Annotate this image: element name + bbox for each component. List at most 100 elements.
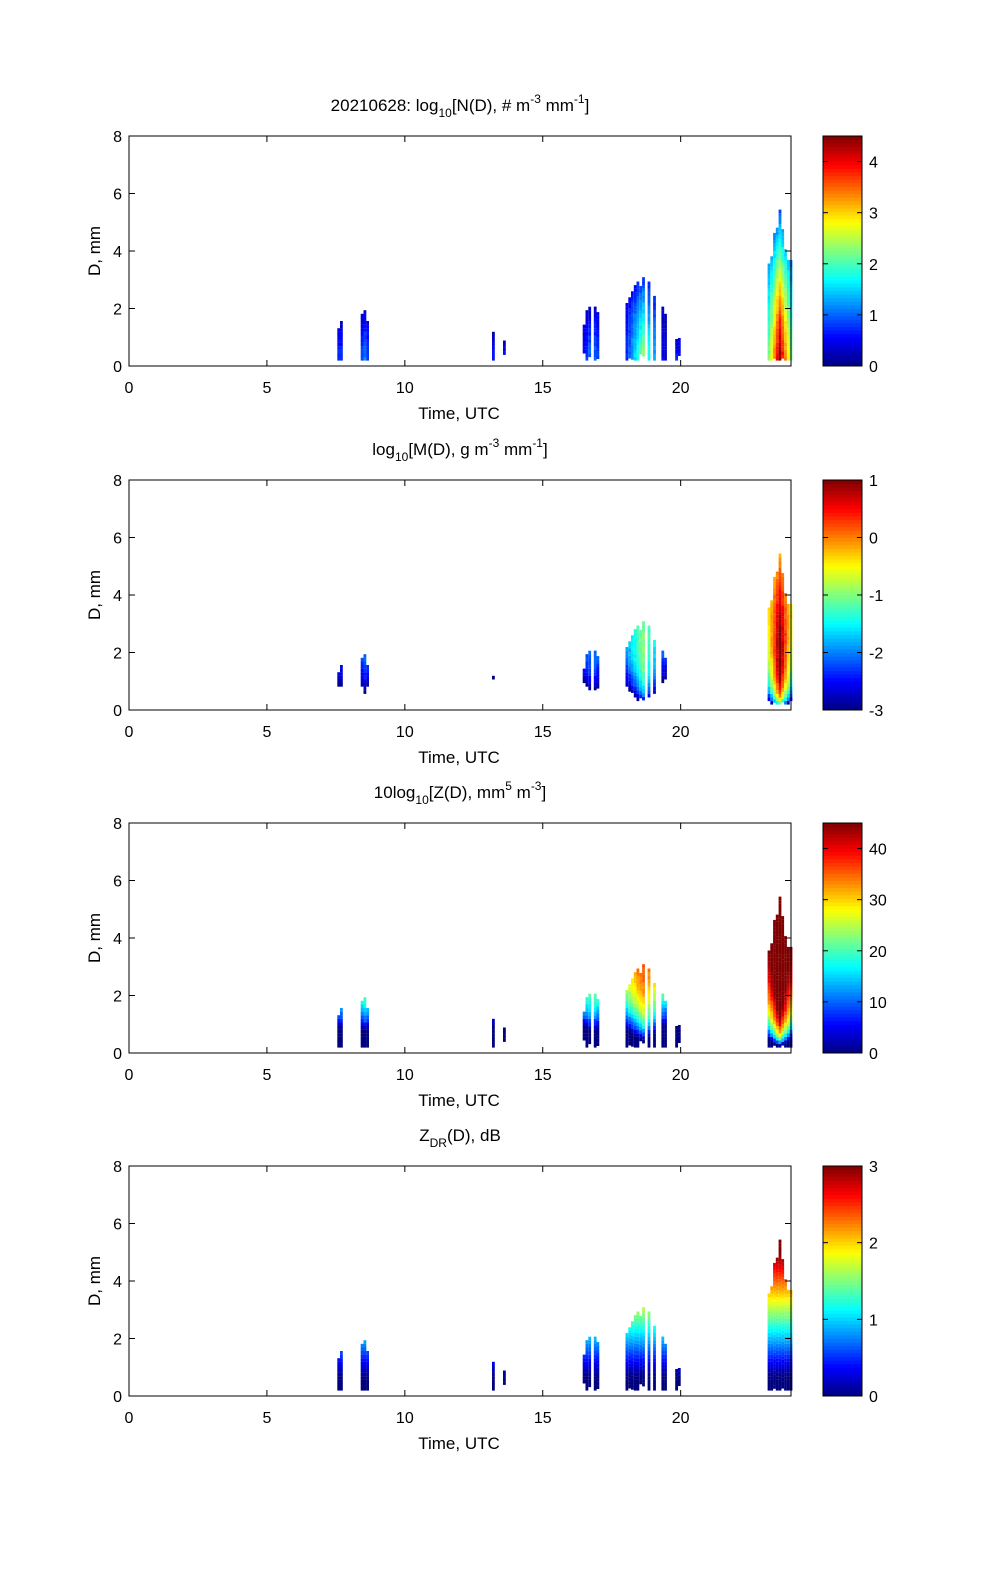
colorbar-segment: [823, 855, 862, 860]
heatmap-cell: [778, 665, 782, 669]
heatmap-cell: [585, 683, 589, 687]
heatmap-cell: [596, 999, 600, 1003]
heatmap-cell: [628, 1023, 632, 1028]
heatmap-cell: [363, 310, 367, 314]
heatmap-cell: [642, 1310, 645, 1315]
heatmap-cell: [588, 1369, 592, 1373]
heatmap-cell: [784, 1018, 787, 1023]
heatmap-cell: [775, 603, 779, 608]
heatmap-cell: [642, 985, 645, 990]
heatmap-cell: [781, 315, 785, 320]
heatmap-cell: [781, 1262, 785, 1267]
heatmap-cell: [340, 356, 343, 361]
colorbar-segment: [823, 988, 862, 993]
heatmap-cell: [596, 351, 600, 356]
colorbar-segment: [823, 1388, 862, 1393]
heatmap-cell: [664, 1026, 667, 1030]
colorbar-segment: [823, 1320, 862, 1325]
heatmap-cell: [784, 693, 787, 698]
heatmap-cell: [363, 1033, 367, 1037]
colorbar-segment: [823, 941, 862, 946]
heatmap-cell: [775, 1029, 779, 1034]
heatmap-cell: [661, 1376, 665, 1380]
heatmap-cell: [770, 957, 774, 962]
heatmap-cell: [366, 1386, 369, 1391]
heatmap-cell: [781, 648, 785, 653]
heatmap-cell: [770, 328, 774, 332]
heatmap-cell: [363, 349, 367, 354]
heatmap-cell: [784, 1036, 787, 1041]
colorbar-segment: [823, 1324, 862, 1329]
heatmap-cell: [778, 331, 782, 336]
heatmap-cell: [775, 986, 779, 991]
heatmap-cell: [770, 356, 774, 361]
heatmap-cell: [770, 1369, 774, 1373]
heatmap-cell: [786, 979, 790, 983]
y-tick-label: 4: [113, 244, 122, 261]
heatmap-cell: [492, 1026, 495, 1030]
heatmap-cell: [585, 356, 589, 361]
colorbar-segment: [823, 322, 862, 327]
colorbar-segment: [823, 580, 862, 585]
heatmap-cell: [778, 693, 782, 698]
heatmap-cell: [639, 296, 643, 301]
colorbar-segment: [823, 508, 862, 513]
heatmap-cell: [775, 679, 779, 684]
heatmap-cell: [786, 629, 790, 633]
heatmap-cell: [775, 259, 779, 264]
heatmap-cell: [778, 903, 782, 908]
heatmap-cell: [775, 317, 779, 322]
heatmap-cell: [340, 1018, 343, 1023]
heatmap-cell: [778, 220, 782, 225]
heatmap-cell: [786, 957, 790, 962]
heatmap-cell: [767, 979, 771, 983]
heatmap-cell: [647, 668, 651, 673]
heatmap-cell: [784, 1300, 787, 1305]
heatmap-cell: [778, 1268, 782, 1272]
heatmap-cell: [770, 1329, 774, 1334]
heatmap-cell: [775, 1043, 779, 1048]
colorbar-tick-label: -1: [869, 588, 883, 605]
heatmap-cell: [781, 677, 785, 681]
heatmap-cell: [784, 679, 787, 684]
heatmap-cell: [633, 675, 637, 680]
heatmap-cell: [778, 600, 782, 604]
x-tick-label: 10: [396, 724, 414, 741]
heatmap-cell: [775, 249, 779, 253]
heatmap-cell: [636, 1029, 640, 1034]
heatmap-cell: [596, 1038, 600, 1043]
heatmap-cell: [337, 1018, 341, 1023]
heatmap-cell: [775, 299, 779, 304]
heatmap-cell: [360, 342, 364, 347]
heatmap-cell: [775, 1369, 779, 1373]
heatmap-cell: [653, 1325, 656, 1330]
heatmap-cell: [767, 270, 771, 275]
heatmap-cell: [363, 331, 367, 336]
heatmap-cell: [633, 1369, 637, 1373]
heatmap-cell: [337, 1372, 341, 1377]
heatmap-cell: [633, 1033, 637, 1037]
heatmap-cell: [773, 1320, 776, 1325]
colorbar-segment: [823, 344, 862, 349]
heatmap-cell: [770, 1008, 774, 1012]
heatmap-cell: [778, 281, 782, 286]
heatmap-cell: [767, 1008, 771, 1012]
colorbar-segment: [823, 240, 862, 245]
heatmap-cell: [675, 342, 678, 347]
heatmap-cell: [778, 313, 782, 318]
heatmap-cell: [770, 274, 774, 278]
heatmap-cell: [767, 349, 771, 354]
heatmap-cell: [784, 256, 787, 260]
heatmap-cell: [781, 630, 785, 635]
heatmap-cell: [588, 1361, 592, 1366]
heatmap-cell: [636, 281, 640, 286]
heatmap-cell: [773, 261, 776, 266]
heatmap-cell: [585, 1376, 589, 1380]
heatmap-cell: [653, 1018, 656, 1023]
heatmap-cell: [636, 1325, 640, 1330]
heatmap-cell: [664, 342, 667, 347]
heatmap-cell: [337, 683, 341, 687]
colorbar-segment: [823, 211, 862, 216]
heatmap-cell: [661, 650, 665, 655]
heatmap-cell: [677, 1032, 681, 1036]
